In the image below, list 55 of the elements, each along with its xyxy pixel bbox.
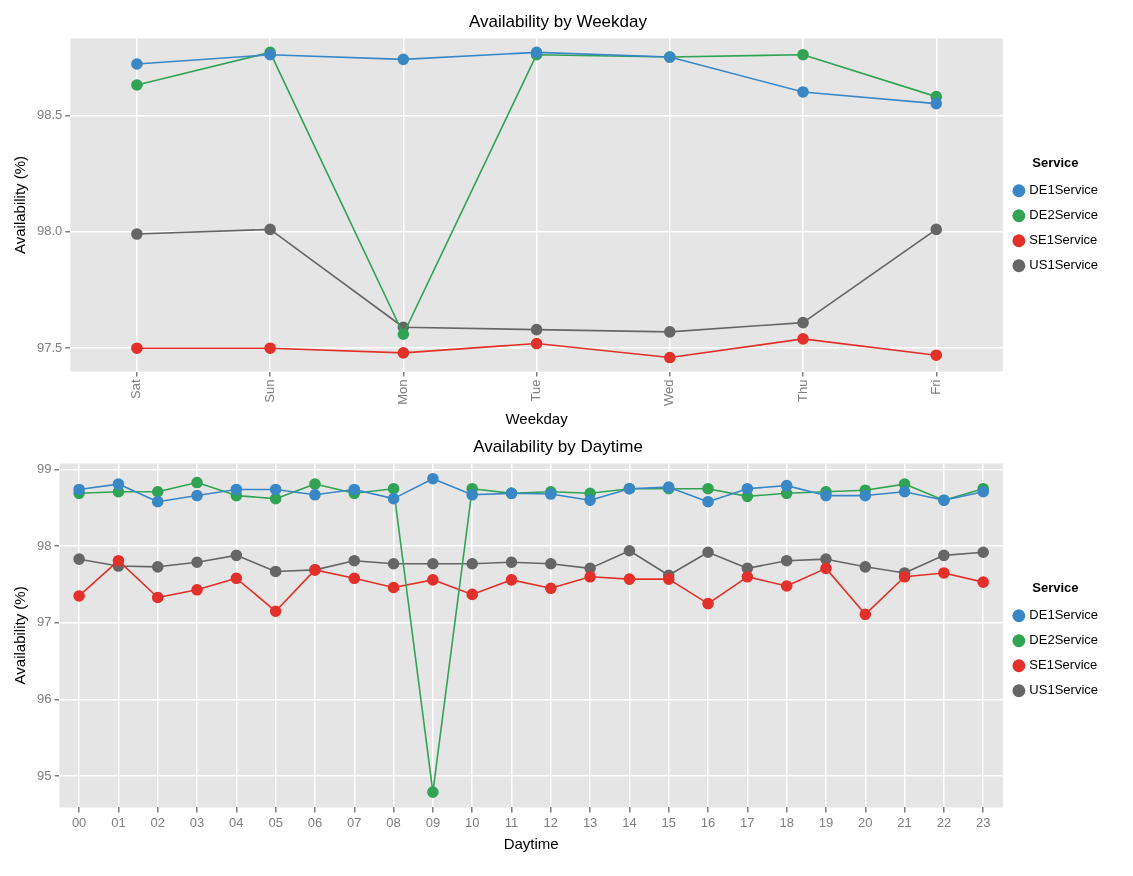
legend-label: SE1Service: [1029, 657, 1098, 673]
legend-label: US1Service: [1029, 682, 1098, 698]
x-tick-label: Sat: [128, 379, 144, 400]
y-tick-label: 95: [36, 767, 52, 783]
x-tick-label: 09: [425, 814, 441, 830]
x-tick-label: 21: [897, 814, 912, 830]
x-tick-label: 11: [504, 814, 519, 830]
x-axis-title: Weekday: [505, 410, 569, 428]
x-tick-label: Sun: [261, 379, 277, 403]
legend-label: DE1Service: [1029, 182, 1098, 198]
y-tick-label: 98.5: [36, 106, 63, 122]
y-tick-label: 98.0: [36, 223, 63, 239]
chart-title: Availability by Daytime: [473, 436, 643, 456]
y-axis-title: Availability (%): [11, 155, 29, 254]
x-tick-label: 10: [464, 814, 480, 830]
x-tick-label: 18: [779, 814, 794, 830]
x-tick-label: 20: [858, 814, 873, 830]
x-tick-label: 12: [543, 814, 559, 830]
legend-label: SE1Service: [1029, 232, 1098, 248]
x-tick-label: Tue: [528, 379, 544, 402]
x-tick-label: 19: [818, 814, 834, 830]
y-tick-label: 96: [36, 690, 52, 706]
x-tick-label: 04: [229, 814, 244, 830]
x-tick-label: 00: [71, 814, 87, 830]
legend-title: Service: [1032, 579, 1079, 595]
x-tick-label: 16: [700, 814, 716, 830]
legend-title: Service: [1032, 154, 1079, 170]
x-tick-label: 07: [347, 814, 362, 830]
legend-label: US1Service: [1029, 257, 1098, 273]
x-tick-label: 01: [111, 814, 126, 830]
x-tick-label: Fri: [927, 379, 943, 395]
x-axis-title: Daytime: [503, 835, 559, 853]
x-tick-label: 22: [936, 814, 952, 830]
y-axis-title: Availability (%): [11, 586, 29, 685]
x-tick-label: 23: [975, 814, 991, 830]
x-tick-label: 15: [661, 814, 676, 830]
chart-title: Availability by Weekday: [469, 11, 648, 31]
x-tick-label: Mon: [394, 379, 410, 405]
x-tick-label: Thu: [794, 379, 810, 402]
y-tick-label: 97: [36, 614, 52, 630]
x-tick-label: 05: [268, 814, 283, 830]
x-tick-label: 03: [189, 814, 205, 830]
y-tick-label: 97.5: [36, 339, 63, 355]
legend-label: DE1Service: [1029, 607, 1098, 623]
x-tick-label: Wed: [661, 379, 677, 406]
x-tick-label: 13: [582, 814, 598, 830]
x-tick-label: 08: [386, 814, 401, 830]
legend-label: DE2Service: [1029, 632, 1098, 648]
x-tick-label: 02: [150, 814, 165, 830]
x-tick-label: 14: [622, 814, 637, 830]
y-tick-label: 99: [36, 461, 52, 477]
x-tick-label: 17: [740, 814, 755, 830]
legend-label: DE2Service: [1029, 207, 1098, 223]
x-tick-label: 06: [307, 814, 323, 830]
y-tick-label: 98: [36, 537, 52, 553]
